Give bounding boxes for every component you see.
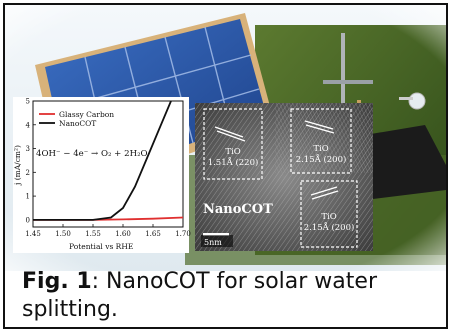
tem-box-3: [300, 180, 358, 248]
tem-box-1-name: TiO: [225, 147, 240, 157]
figure-frame: 0 1 2 3 4 5 1.45 1.50 1.55 1.60 1.65 1.70 Glassy C…: [3, 3, 448, 329]
y-tick-label: 1: [26, 193, 30, 201]
tem-box-1-value: 1.51Å (220): [208, 156, 259, 168]
tem-box-3-name: TiO: [321, 212, 336, 222]
x-tick-label: 1.45: [25, 230, 41, 238]
scale-bar-label: 5nm: [204, 238, 222, 247]
figure-caption: Fig. 1: NanoCOT for solar water splittin…: [22, 268, 437, 324]
y-tick-label: 5: [26, 98, 30, 106]
caption-text: : NanoCOT for solar water splitting.: [22, 269, 377, 322]
x-tick-label: 1.65: [145, 230, 161, 238]
x-tick-label: 1.70: [175, 230, 191, 238]
tem-inset: TiO 1.51Å (220) TiO 2.15Å (200) TiO 2.15…: [195, 103, 373, 251]
x-tick-label: 1.60: [115, 230, 131, 238]
tem-box-2-name: TiO: [313, 144, 328, 154]
legend-glassy-carbon: Glassy Carbon: [59, 110, 114, 119]
tem-box-1: [203, 108, 263, 180]
figure-image: 0 1 2 3 4 5 1.45 1.50 1.55 1.60 1.65 1.70 Glassy C…: [5, 5, 446, 271]
tem-label: NanoCOT: [203, 202, 273, 217]
plot-equation: 4OH⁻ − 4e⁻ → O₂ + 2H₂O: [36, 149, 148, 159]
scale-bar: [203, 233, 229, 236]
plot-xlabel: Potential vs RHE: [69, 242, 133, 251]
y-tick-label: 0: [26, 216, 30, 224]
caption-label: Fig. 1: [22, 269, 92, 294]
y-tick-label: 2: [26, 169, 30, 177]
plot-area: [32, 100, 184, 228]
legend-nanocot: NanoCOT: [59, 119, 96, 128]
tem-box-3-value: 2.15Å (200): [304, 221, 355, 233]
tem-box-2: [290, 108, 352, 174]
x-tick-label: 1.50: [55, 230, 71, 238]
y-tick-label: 3: [26, 145, 30, 153]
tem-box-2-value: 2.15Å (200): [296, 153, 347, 165]
series-line-nanocot: [33, 100, 172, 221]
plot-inset: 0 1 2 3 4 5 1.45 1.50 1.55 1.60 1.65 1.70 Glassy C…: [13, 97, 191, 253]
x-tick-label: 1.55: [85, 230, 101, 238]
plot-ylabel: j (mA/cm²): [13, 145, 22, 186]
y-tick-label: 4: [26, 121, 31, 129]
